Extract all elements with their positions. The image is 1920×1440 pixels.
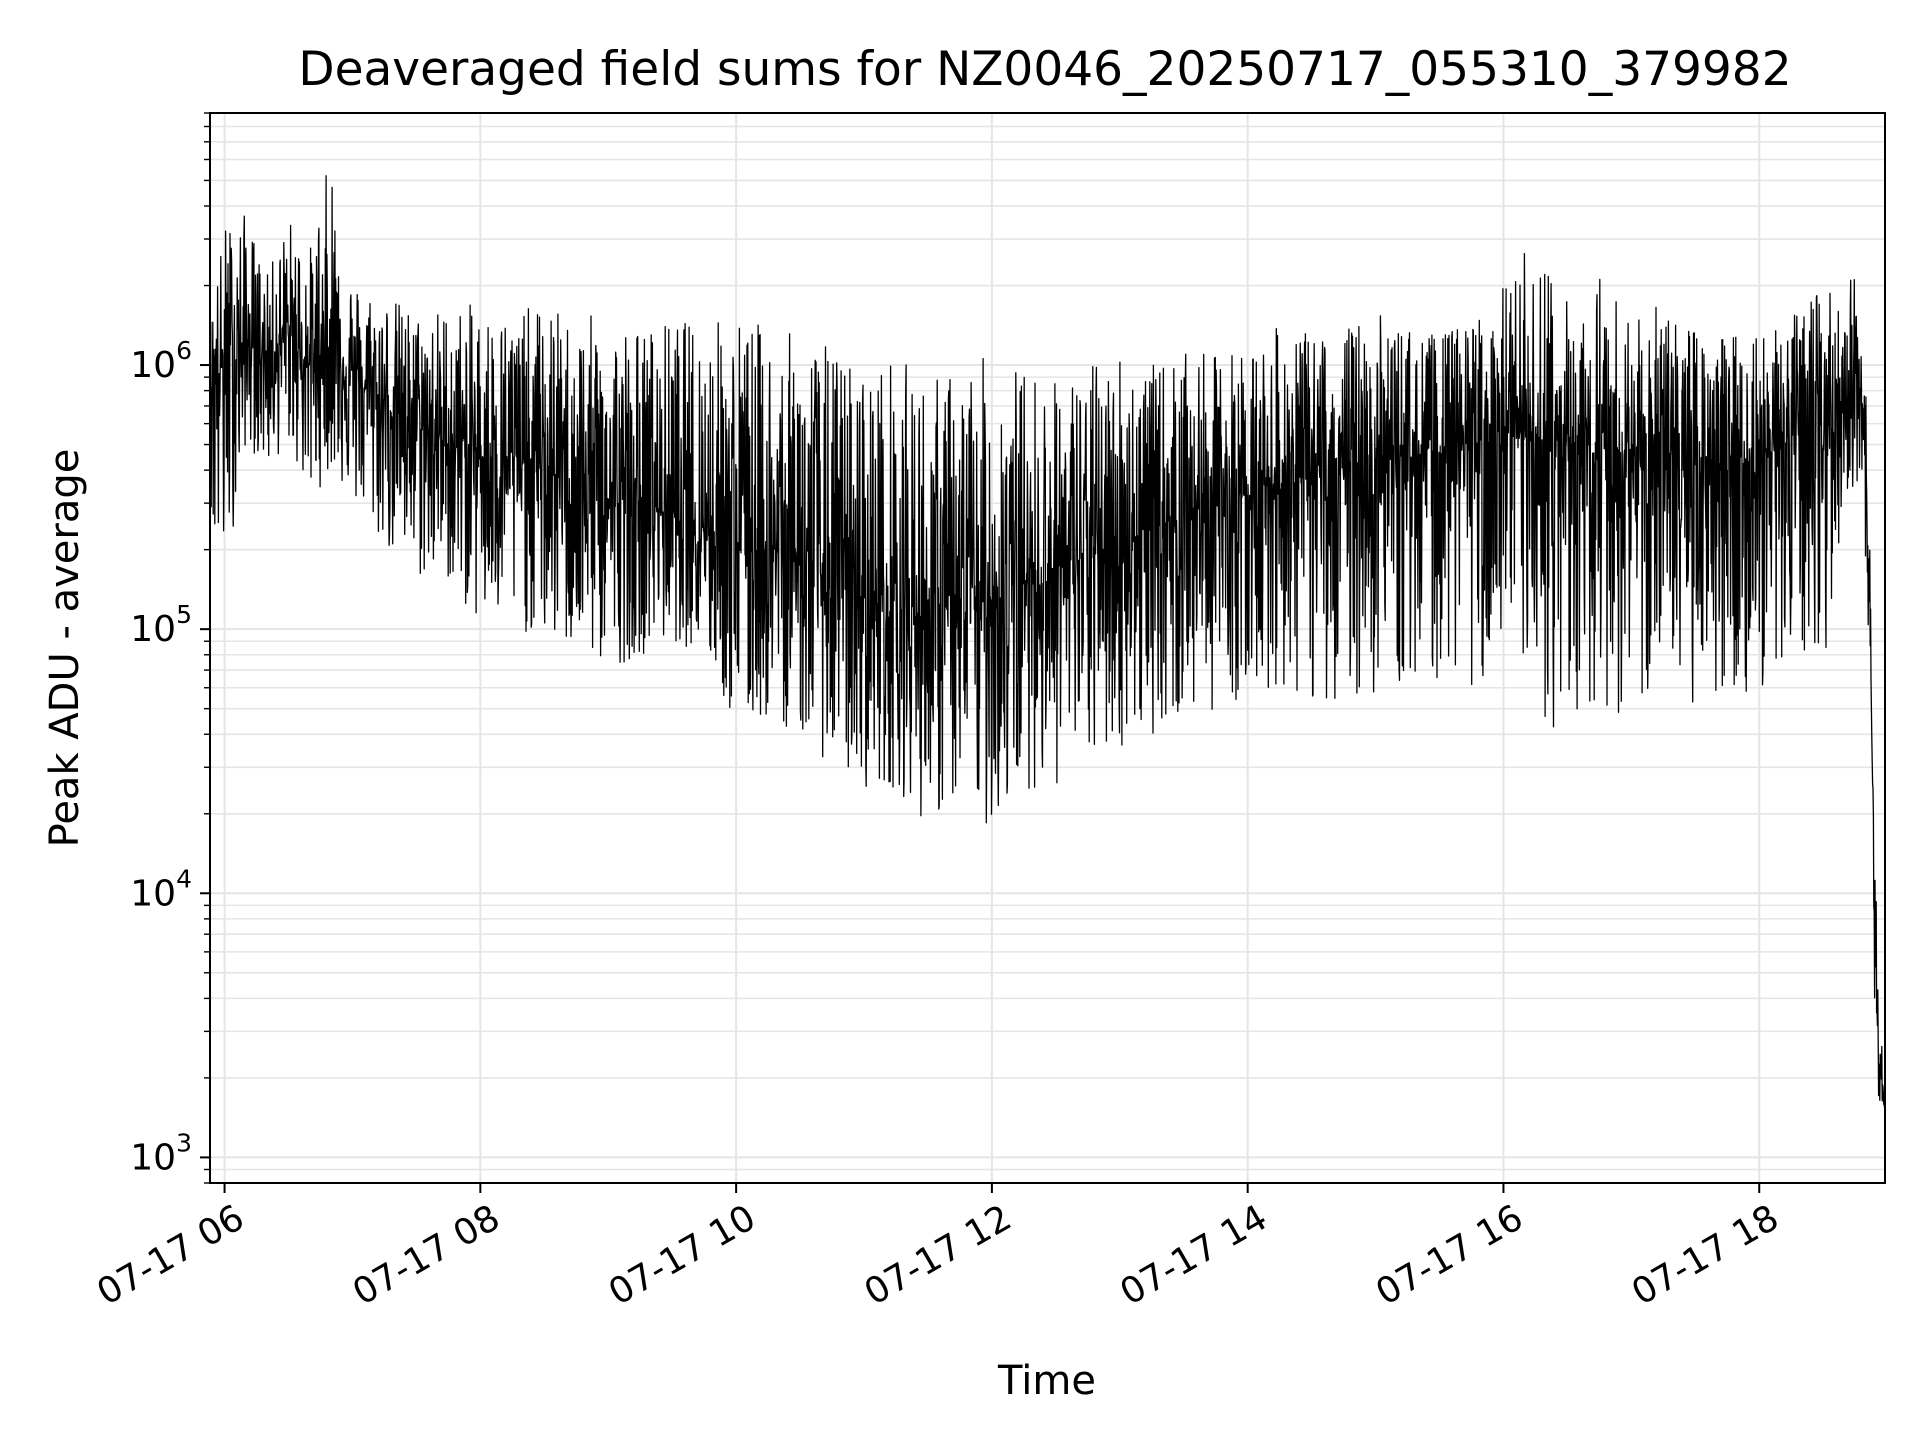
series-group <box>208 175 1886 1112</box>
y-tick-base: 10 <box>130 873 176 914</box>
y-tick-exponent: 6 <box>176 336 192 365</box>
y-tick-exponent: 4 <box>176 864 192 893</box>
y-tick-label: 104 <box>130 864 192 914</box>
plot-area <box>209 112 1886 1184</box>
y-tick-label: 105 <box>130 600 192 650</box>
y-tick-base: 10 <box>130 609 176 650</box>
chart-title: Deaveraged field sums for NZ0046_2025071… <box>298 42 1791 97</box>
y-tick-exponent: 3 <box>176 1128 192 1157</box>
x-tick-label: 07-17 08 <box>346 1197 507 1313</box>
x-tick-label: 07-17 14 <box>1114 1197 1275 1313</box>
x-axis: 07-17 06 07-17 08 07-17 10 07-17 12 07-17 14… <box>90 1183 1786 1314</box>
x-axis-label: Time <box>997 1358 1096 1404</box>
x-tick-label: 07-17 12 <box>858 1197 1019 1313</box>
y-tick-exponent: 5 <box>176 600 192 629</box>
y-axis-label: Peak ADU - average <box>42 449 88 848</box>
series-line <box>208 175 1886 1112</box>
y-tick-label: 106 <box>130 336 192 386</box>
x-tick-label: 07-17 18 <box>1625 1197 1786 1313</box>
y-tick-label: 103 <box>130 1128 192 1178</box>
x-tick-label: 07-17 06 <box>90 1197 251 1313</box>
x-tick-label: 07-17 16 <box>1369 1197 1530 1313</box>
y-tick-base: 10 <box>130 345 176 386</box>
y-tick-base: 10 <box>130 1137 176 1178</box>
x-tick-label: 07-17 10 <box>602 1197 763 1313</box>
